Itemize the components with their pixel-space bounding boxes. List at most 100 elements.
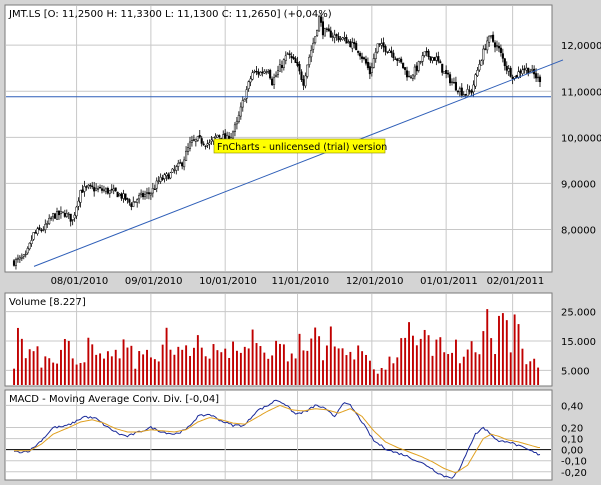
- volume-bar: [87, 337, 90, 385]
- volume-plot-area[interactable]: [4, 292, 553, 387]
- macd-panel-title: MACD - Moving Average Conv. Div. [-0,04]: [9, 394, 219, 405]
- candle-body: [116, 191, 119, 198]
- price-y-tick-label: 11,0000: [561, 87, 601, 98]
- candle-body: [400, 58, 403, 63]
- volume-bar: [247, 348, 250, 385]
- candle-body: [85, 186, 88, 188]
- candle-body: [44, 223, 47, 230]
- candle-body: [497, 45, 500, 49]
- candle-body: [112, 188, 115, 192]
- candle-body: [538, 76, 542, 83]
- candle-body: [472, 84, 475, 93]
- volume-bar: [212, 344, 215, 385]
- volume-bar: [177, 346, 180, 385]
- volume-bar: [525, 364, 528, 385]
- candle-body: [484, 48, 487, 50]
- candle-body: [398, 58, 401, 61]
- volume-bar: [455, 339, 457, 385]
- candle-body: [163, 174, 166, 179]
- volume-bar: [56, 363, 59, 385]
- candle-body: [54, 213, 57, 219]
- candle-body: [167, 174, 170, 180]
- volume-bar: [470, 341, 473, 385]
- candle-body: [269, 70, 272, 79]
- volume-bar: [279, 343, 281, 385]
- volume-bar: [431, 355, 434, 385]
- candle-body: [249, 78, 252, 83]
- volume-bar: [228, 357, 231, 385]
- candle-body: [372, 58, 375, 68]
- candle-body: [179, 162, 182, 164]
- volume-bar: [208, 358, 211, 385]
- candle-body: [462, 94, 465, 97]
- candle-body: [245, 89, 248, 99]
- candle-body: [126, 198, 129, 200]
- candle-body: [22, 254, 25, 257]
- volume-bar: [36, 346, 39, 385]
- volume-bar: [310, 338, 313, 385]
- volume-bar: [149, 357, 152, 385]
- candle-body: [263, 71, 266, 74]
- candle-body: [450, 81, 454, 83]
- candle-body: [445, 69, 448, 74]
- candle-body: [499, 47, 502, 53]
- volume-bar: [169, 349, 172, 385]
- price-plot-area[interactable]: [4, 4, 553, 273]
- candle-body: [237, 114, 240, 123]
- trendline[interactable]: [33, 59, 564, 267]
- candle-body: [470, 90, 473, 94]
- volume-bar: [537, 367, 540, 385]
- candle-body: [118, 193, 121, 196]
- candle-body: [52, 213, 55, 218]
- candle-body: [366, 61, 369, 69]
- volume-bar: [533, 358, 536, 385]
- candle-body: [73, 214, 76, 219]
- volume-bar: [95, 354, 98, 385]
- candle-body: [464, 94, 467, 96]
- watermark-box: [213, 138, 386, 154]
- candle-body: [71, 219, 74, 221]
- candle-body: [276, 70, 280, 75]
- candle-body: [18, 256, 21, 260]
- volume-bar: [204, 356, 207, 385]
- volume-bar: [318, 336, 321, 385]
- volume-bar: [185, 345, 188, 385]
- candle-body: [405, 70, 409, 78]
- candle-body: [370, 67, 373, 73]
- volume-bar: [79, 363, 82, 385]
- candle-body: [26, 248, 29, 254]
- price-x-tick-labels: 08/01/2010 09/01/2010 10/01/2010 11/01/2010…: [51, 276, 545, 287]
- candle-body: [34, 232, 37, 234]
- candle-body: [42, 229, 45, 231]
- candle-body: [333, 34, 336, 38]
- volume-bar: [368, 360, 371, 385]
- candle-body: [339, 38, 342, 40]
- candle-body: [495, 45, 499, 47]
- watermark-text: FnCharts - unlicensed (trial) version: [217, 142, 387, 153]
- candle-body: [521, 69, 524, 75]
- volume-bar: [157, 361, 160, 385]
- candle-body: [300, 71, 303, 80]
- volume-bar: [419, 338, 422, 385]
- candle-body: [409, 76, 412, 79]
- price-y-tick-label: 10,0000: [561, 133, 601, 144]
- candle-body: [310, 50, 313, 58]
- price-candles: [12, 13, 542, 270]
- candle-body: [384, 46, 387, 52]
- candle-body: [413, 66, 416, 77]
- candle-body: [233, 124, 237, 132]
- macd-lines: [13, 399, 541, 479]
- candle-body: [81, 189, 84, 193]
- candle-body: [12, 260, 16, 266]
- volume-bar: [114, 349, 117, 385]
- volume-bar: [13, 368, 15, 385]
- candle-body: [427, 50, 430, 57]
- candle-body: [255, 70, 258, 73]
- volume-bar: [357, 345, 360, 385]
- candle-body: [271, 78, 274, 86]
- volume-bar: [236, 350, 238, 385]
- candle-body: [501, 53, 504, 59]
- price-x-tick-label: 11/01/2010: [272, 276, 330, 287]
- candle-body: [402, 62, 405, 69]
- macd-y-tick-label: 0,00: [561, 446, 583, 457]
